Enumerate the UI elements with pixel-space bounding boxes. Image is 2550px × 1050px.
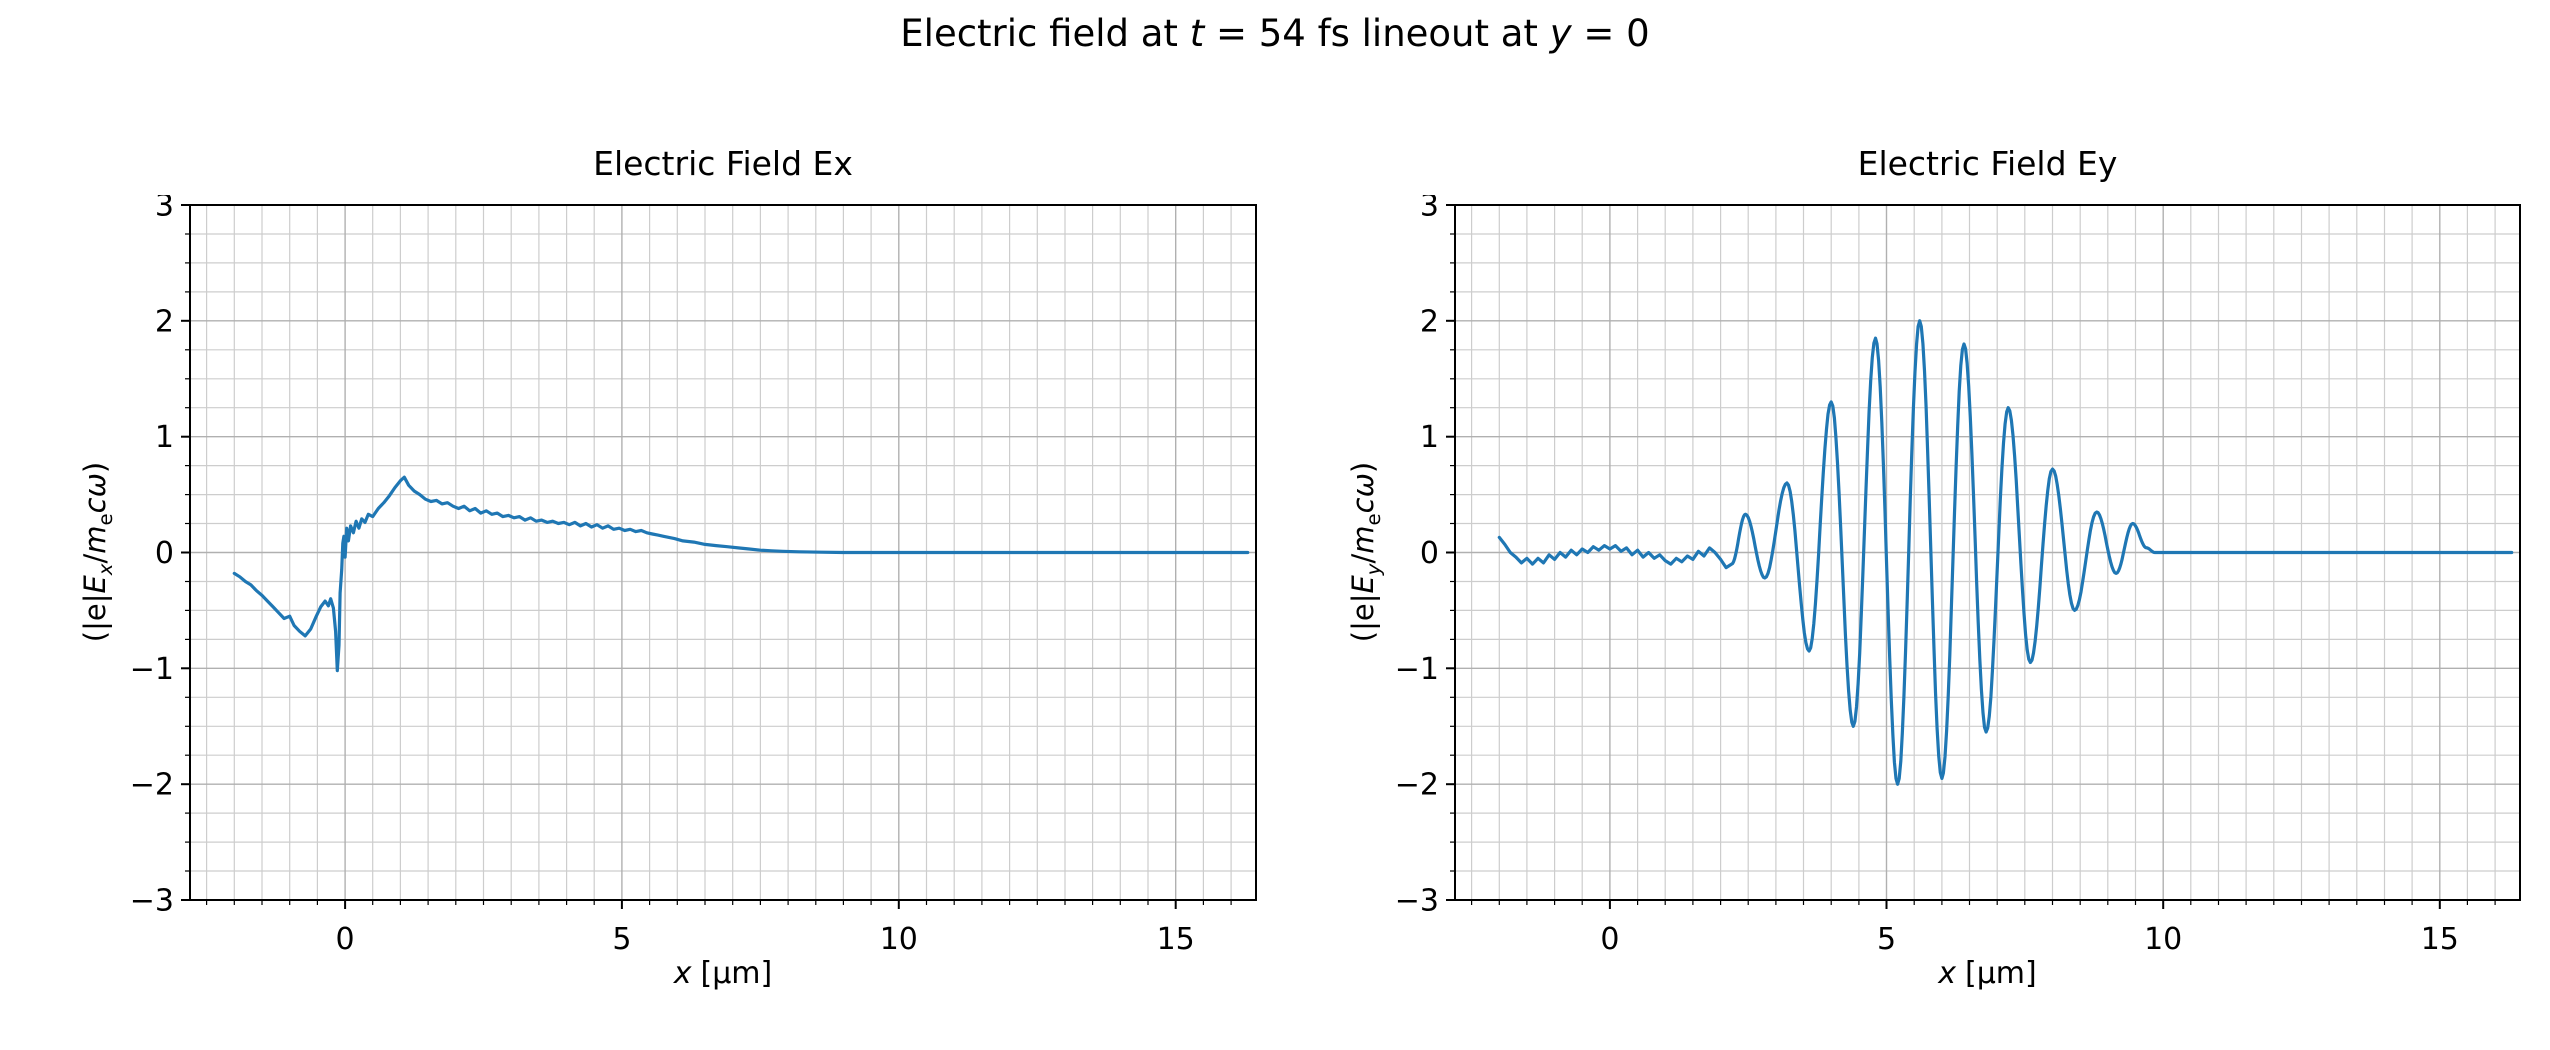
x-tick-label: 5 (612, 922, 631, 957)
ey-ylabel: (|e|Ey/mecω) (1346, 461, 1385, 643)
x-tick-label: 0 (336, 922, 355, 957)
y-tick-label: 0 (155, 536, 174, 571)
x-tick-label: 15 (1157, 922, 1195, 957)
ticks: 0 5 10 15 −3 −2 −1 0 1 2 3 (1395, 195, 2496, 957)
x-tick-label: 0 (1600, 922, 1619, 957)
grid (190, 204, 1256, 901)
ticks: 0 5 10 15 −3 −2 −1 0 1 2 3 (130, 195, 1232, 957)
y-tick-label: 2 (1420, 304, 1439, 339)
ey-line-series (1497, 319, 2514, 786)
y-tick-label: −2 (1395, 768, 1439, 803)
x-tick-label: 10 (2144, 922, 2182, 957)
y-tick-label: 0 (1420, 536, 1439, 571)
suptitle-text: Electric field at (900, 12, 1190, 55)
x-tick-label: 10 (880, 922, 918, 957)
y-tick-label: 3 (1420, 195, 1439, 224)
suptitle-var-y: y (1549, 12, 1572, 55)
y-tick-label: 1 (1420, 420, 1439, 455)
figure-suptitle: Electric field at t = 54 fs lineout at y… (0, 12, 2550, 55)
suptitle-var-t: t (1189, 12, 1205, 55)
y-tick-label: −3 (130, 884, 174, 919)
suptitle-text-2: = 54 fs lineout at (1204, 12, 1550, 55)
ex-plot-title: Electric Field Ex (593, 144, 853, 183)
ey-plot-axes: 0 5 10 15 −3 −2 −1 0 1 2 3 (1395, 195, 2521, 957)
ex-plot-axes: 0 5 10 15 −3 −2 −1 0 1 2 3 (130, 195, 1257, 957)
y-tick-label: −3 (1395, 884, 1439, 919)
y-tick-label: 3 (155, 195, 174, 224)
y-tick-label: 1 (155, 420, 174, 455)
suptitle-text-3: = 0 (1571, 12, 1650, 55)
x-tick-label: 15 (2421, 922, 2459, 957)
x-tick-label: 5 (1877, 922, 1896, 957)
ey-xlabel: x [μm] (1938, 956, 2037, 991)
y-tick-label: −1 (1395, 652, 1439, 687)
ex-ylabel: (|e|Ex/mecω) (78, 461, 117, 643)
y-tick-label: 2 (155, 304, 174, 339)
ey-plot-title: Electric Field Ey (1857, 144, 2118, 183)
y-tick-label: −1 (130, 652, 174, 687)
ex-xlabel: x [μm] (673, 956, 773, 991)
ex-line-series (232, 475, 1250, 673)
y-tick-label: −2 (130, 768, 174, 803)
grid (1455, 204, 2520, 901)
